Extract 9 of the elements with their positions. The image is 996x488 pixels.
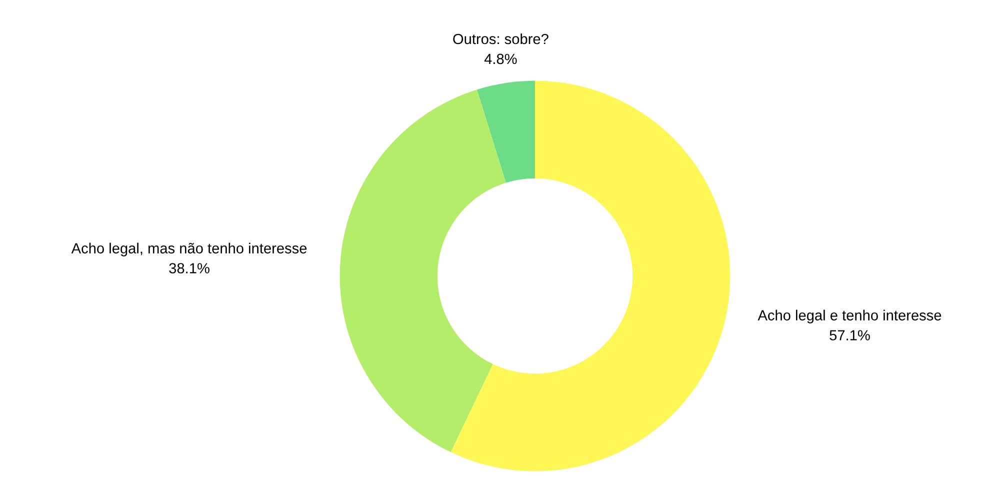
data-label: 38.1% [169,263,210,274]
data-label: 4.8% [484,54,517,64]
slice-label: Acho legal, mas não tenho interesse [71,242,307,256]
donut-slice [340,90,506,452]
slice-label: Outros: sobre? [453,33,548,44]
data-label: 57.1% [830,330,870,340]
donut-slice [450,80,730,472]
donut-slice [477,80,535,183]
slice-label: Acho legal e tenho interesse [758,310,942,324]
